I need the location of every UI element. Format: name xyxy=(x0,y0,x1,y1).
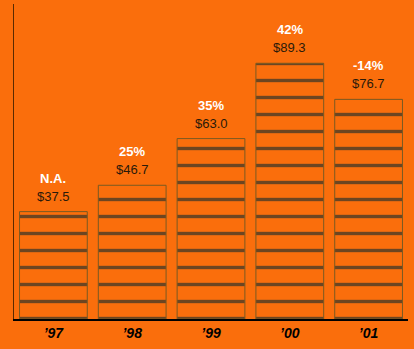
svg-text:$37.5: $37.5 xyxy=(37,189,70,204)
svg-text:’01: ’01 xyxy=(359,325,379,341)
svg-text:’99: ’99 xyxy=(201,325,221,341)
svg-text:N.A.: N.A. xyxy=(40,171,66,186)
svg-text:42%: 42% xyxy=(277,22,303,37)
svg-text:’00: ’00 xyxy=(280,325,300,341)
svg-text:$63.0: $63.0 xyxy=(195,116,228,131)
svg-text:-14%: -14% xyxy=(353,58,384,73)
svg-text:’97: ’97 xyxy=(44,325,65,341)
svg-text:35%: 35% xyxy=(198,98,224,113)
svg-text:$89.3: $89.3 xyxy=(273,40,306,55)
svg-text:25%: 25% xyxy=(119,144,145,159)
svg-text:$46.7: $46.7 xyxy=(116,162,149,177)
svg-text:$76.7: $76.7 xyxy=(352,76,385,91)
svg-text:’98: ’98 xyxy=(122,325,142,341)
